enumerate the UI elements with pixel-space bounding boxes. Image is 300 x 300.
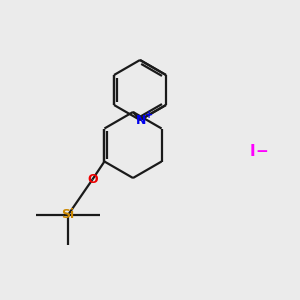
Text: O: O bbox=[87, 173, 98, 186]
Text: +: + bbox=[145, 110, 153, 120]
Text: I: I bbox=[249, 145, 255, 160]
Text: N: N bbox=[136, 113, 146, 127]
Text: Si: Si bbox=[61, 208, 75, 221]
Text: −: − bbox=[256, 145, 268, 160]
